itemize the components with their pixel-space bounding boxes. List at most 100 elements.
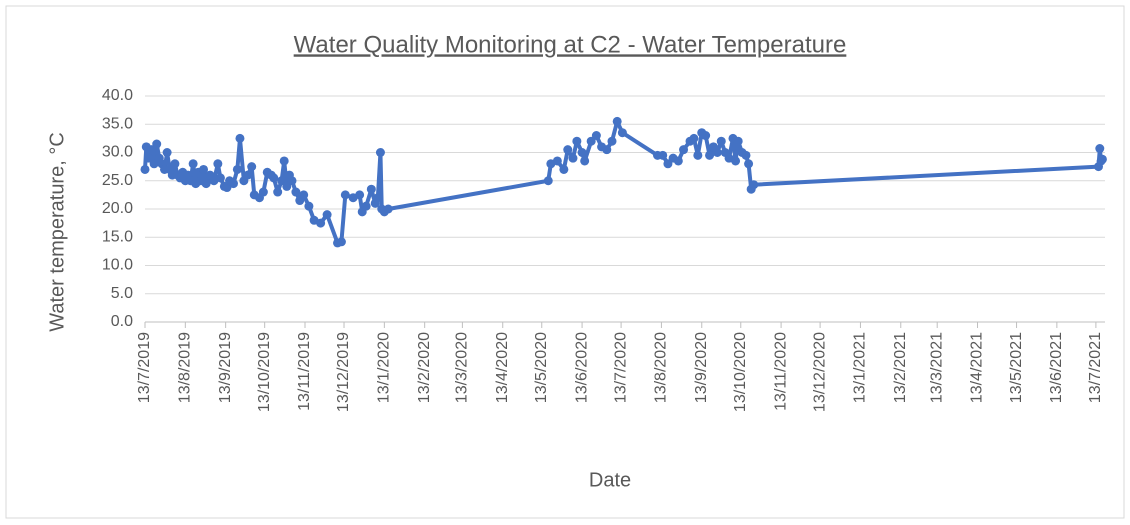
x-tick-label: 13/11/2019 bbox=[296, 332, 313, 411]
x-tick-label: 13/4/2021 bbox=[969, 332, 986, 403]
data-point bbox=[577, 148, 587, 157]
x-tick-label: 13/4/2020 bbox=[494, 332, 511, 403]
x-tick-label: 13/6/2021 bbox=[1048, 332, 1065, 403]
y-tick-label: 40.0 bbox=[102, 87, 133, 104]
y-tick-label: 0.0 bbox=[111, 313, 133, 330]
x-tick-label: 13/1/2021 bbox=[852, 332, 869, 403]
data-point bbox=[269, 173, 279, 183]
data-point bbox=[355, 190, 365, 200]
data-point bbox=[147, 145, 157, 155]
data-point bbox=[375, 148, 385, 157]
data-point bbox=[705, 150, 715, 160]
data-point bbox=[152, 139, 162, 149]
data-point bbox=[679, 145, 689, 155]
x-tick-label: 13/2/2021 bbox=[892, 332, 909, 403]
x-tick-label: 13/7/2020 bbox=[612, 332, 629, 403]
y-tick-label: 25.0 bbox=[102, 172, 133, 189]
data-point bbox=[689, 133, 699, 143]
data-point bbox=[336, 237, 346, 247]
x-tick-label: 13/5/2021 bbox=[1008, 332, 1025, 403]
data-point bbox=[733, 136, 743, 146]
data-point bbox=[607, 136, 617, 146]
data-point bbox=[731, 156, 741, 166]
y-tick-label: 15.0 bbox=[102, 228, 133, 245]
x-tick-label: 13/2/2020 bbox=[416, 332, 433, 403]
y-tick-label: 10.0 bbox=[102, 257, 133, 274]
data-point bbox=[366, 184, 376, 194]
data-point bbox=[282, 181, 292, 191]
x-tick-label: 13/11/2020 bbox=[772, 332, 789, 411]
data-point bbox=[243, 170, 253, 180]
data-point bbox=[612, 116, 622, 126]
data-point bbox=[215, 173, 225, 183]
data-point bbox=[291, 187, 301, 197]
x-axis-label: Date bbox=[589, 469, 631, 491]
data-point bbox=[712, 148, 722, 157]
data-point bbox=[140, 164, 150, 174]
y-tick-label: 5.0 bbox=[111, 285, 133, 302]
x-tick-label: 13/7/2021 bbox=[1087, 332, 1104, 403]
data-point bbox=[199, 164, 209, 174]
data-point bbox=[322, 210, 332, 220]
data-point bbox=[304, 201, 314, 211]
data-point bbox=[279, 156, 289, 166]
data-point bbox=[1097, 154, 1107, 164]
x-tick-label: 13/12/2019 bbox=[335, 332, 352, 412]
x-tick-label: 13/9/2020 bbox=[693, 332, 710, 403]
data-point bbox=[316, 218, 326, 228]
data-point bbox=[188, 159, 198, 169]
x-tick-label: 13/8/2019 bbox=[177, 332, 194, 403]
data-point bbox=[273, 187, 283, 197]
data-point bbox=[144, 153, 154, 163]
x-tick-label: 13/8/2020 bbox=[653, 332, 670, 403]
data-point bbox=[568, 153, 578, 163]
data-point bbox=[580, 156, 590, 166]
data-point bbox=[340, 190, 350, 200]
x-tick-label: 13/12/2020 bbox=[811, 332, 828, 412]
data-point bbox=[201, 179, 211, 189]
x-tick-label: 13/3/2021 bbox=[928, 332, 945, 403]
data-point bbox=[162, 148, 172, 157]
x-tick-label: 13/9/2019 bbox=[217, 332, 234, 403]
x-tick-label: 13/7/2019 bbox=[136, 332, 153, 403]
data-point bbox=[228, 179, 238, 189]
data-point bbox=[552, 156, 562, 166]
data-point bbox=[543, 176, 553, 186]
y-tick-label: 35.0 bbox=[102, 115, 133, 132]
data-point bbox=[602, 145, 612, 155]
data-point bbox=[232, 164, 242, 174]
data-point bbox=[299, 190, 309, 200]
chart-title: Water Quality Monitoring at C2 - Water T… bbox=[294, 31, 847, 58]
data-point bbox=[572, 136, 582, 146]
chart-border bbox=[5, 5, 1125, 519]
data-point bbox=[563, 145, 573, 155]
data-point bbox=[247, 162, 257, 172]
data-point bbox=[373, 193, 383, 203]
x-tick-label: 13/10/2020 bbox=[732, 332, 749, 412]
y-tick-label: 30.0 bbox=[102, 144, 133, 161]
x-tick-label: 13/6/2020 bbox=[573, 332, 590, 403]
x-tick-label: 13/1/2020 bbox=[376, 332, 393, 403]
data-point bbox=[361, 201, 371, 211]
data-point bbox=[658, 150, 668, 160]
data-point bbox=[235, 133, 245, 143]
data-point bbox=[383, 204, 393, 214]
data-point bbox=[277, 176, 287, 186]
data-point bbox=[213, 159, 223, 169]
data-point bbox=[701, 131, 711, 141]
data-point bbox=[170, 159, 180, 169]
data-point bbox=[741, 150, 751, 160]
data-point bbox=[1095, 144, 1105, 154]
data-point bbox=[586, 136, 596, 146]
x-tick-label: 13/10/2019 bbox=[256, 332, 273, 412]
x-tick-label: 13/5/2020 bbox=[533, 332, 550, 403]
data-point bbox=[663, 159, 673, 169]
data-point bbox=[673, 156, 683, 166]
y-axis-label: Water temperature, °C bbox=[46, 132, 68, 332]
x-tick-label: 13/3/2020 bbox=[454, 332, 471, 403]
data-point bbox=[716, 136, 726, 146]
data-point bbox=[222, 183, 232, 193]
data-point bbox=[258, 187, 268, 197]
data-point bbox=[749, 180, 759, 190]
